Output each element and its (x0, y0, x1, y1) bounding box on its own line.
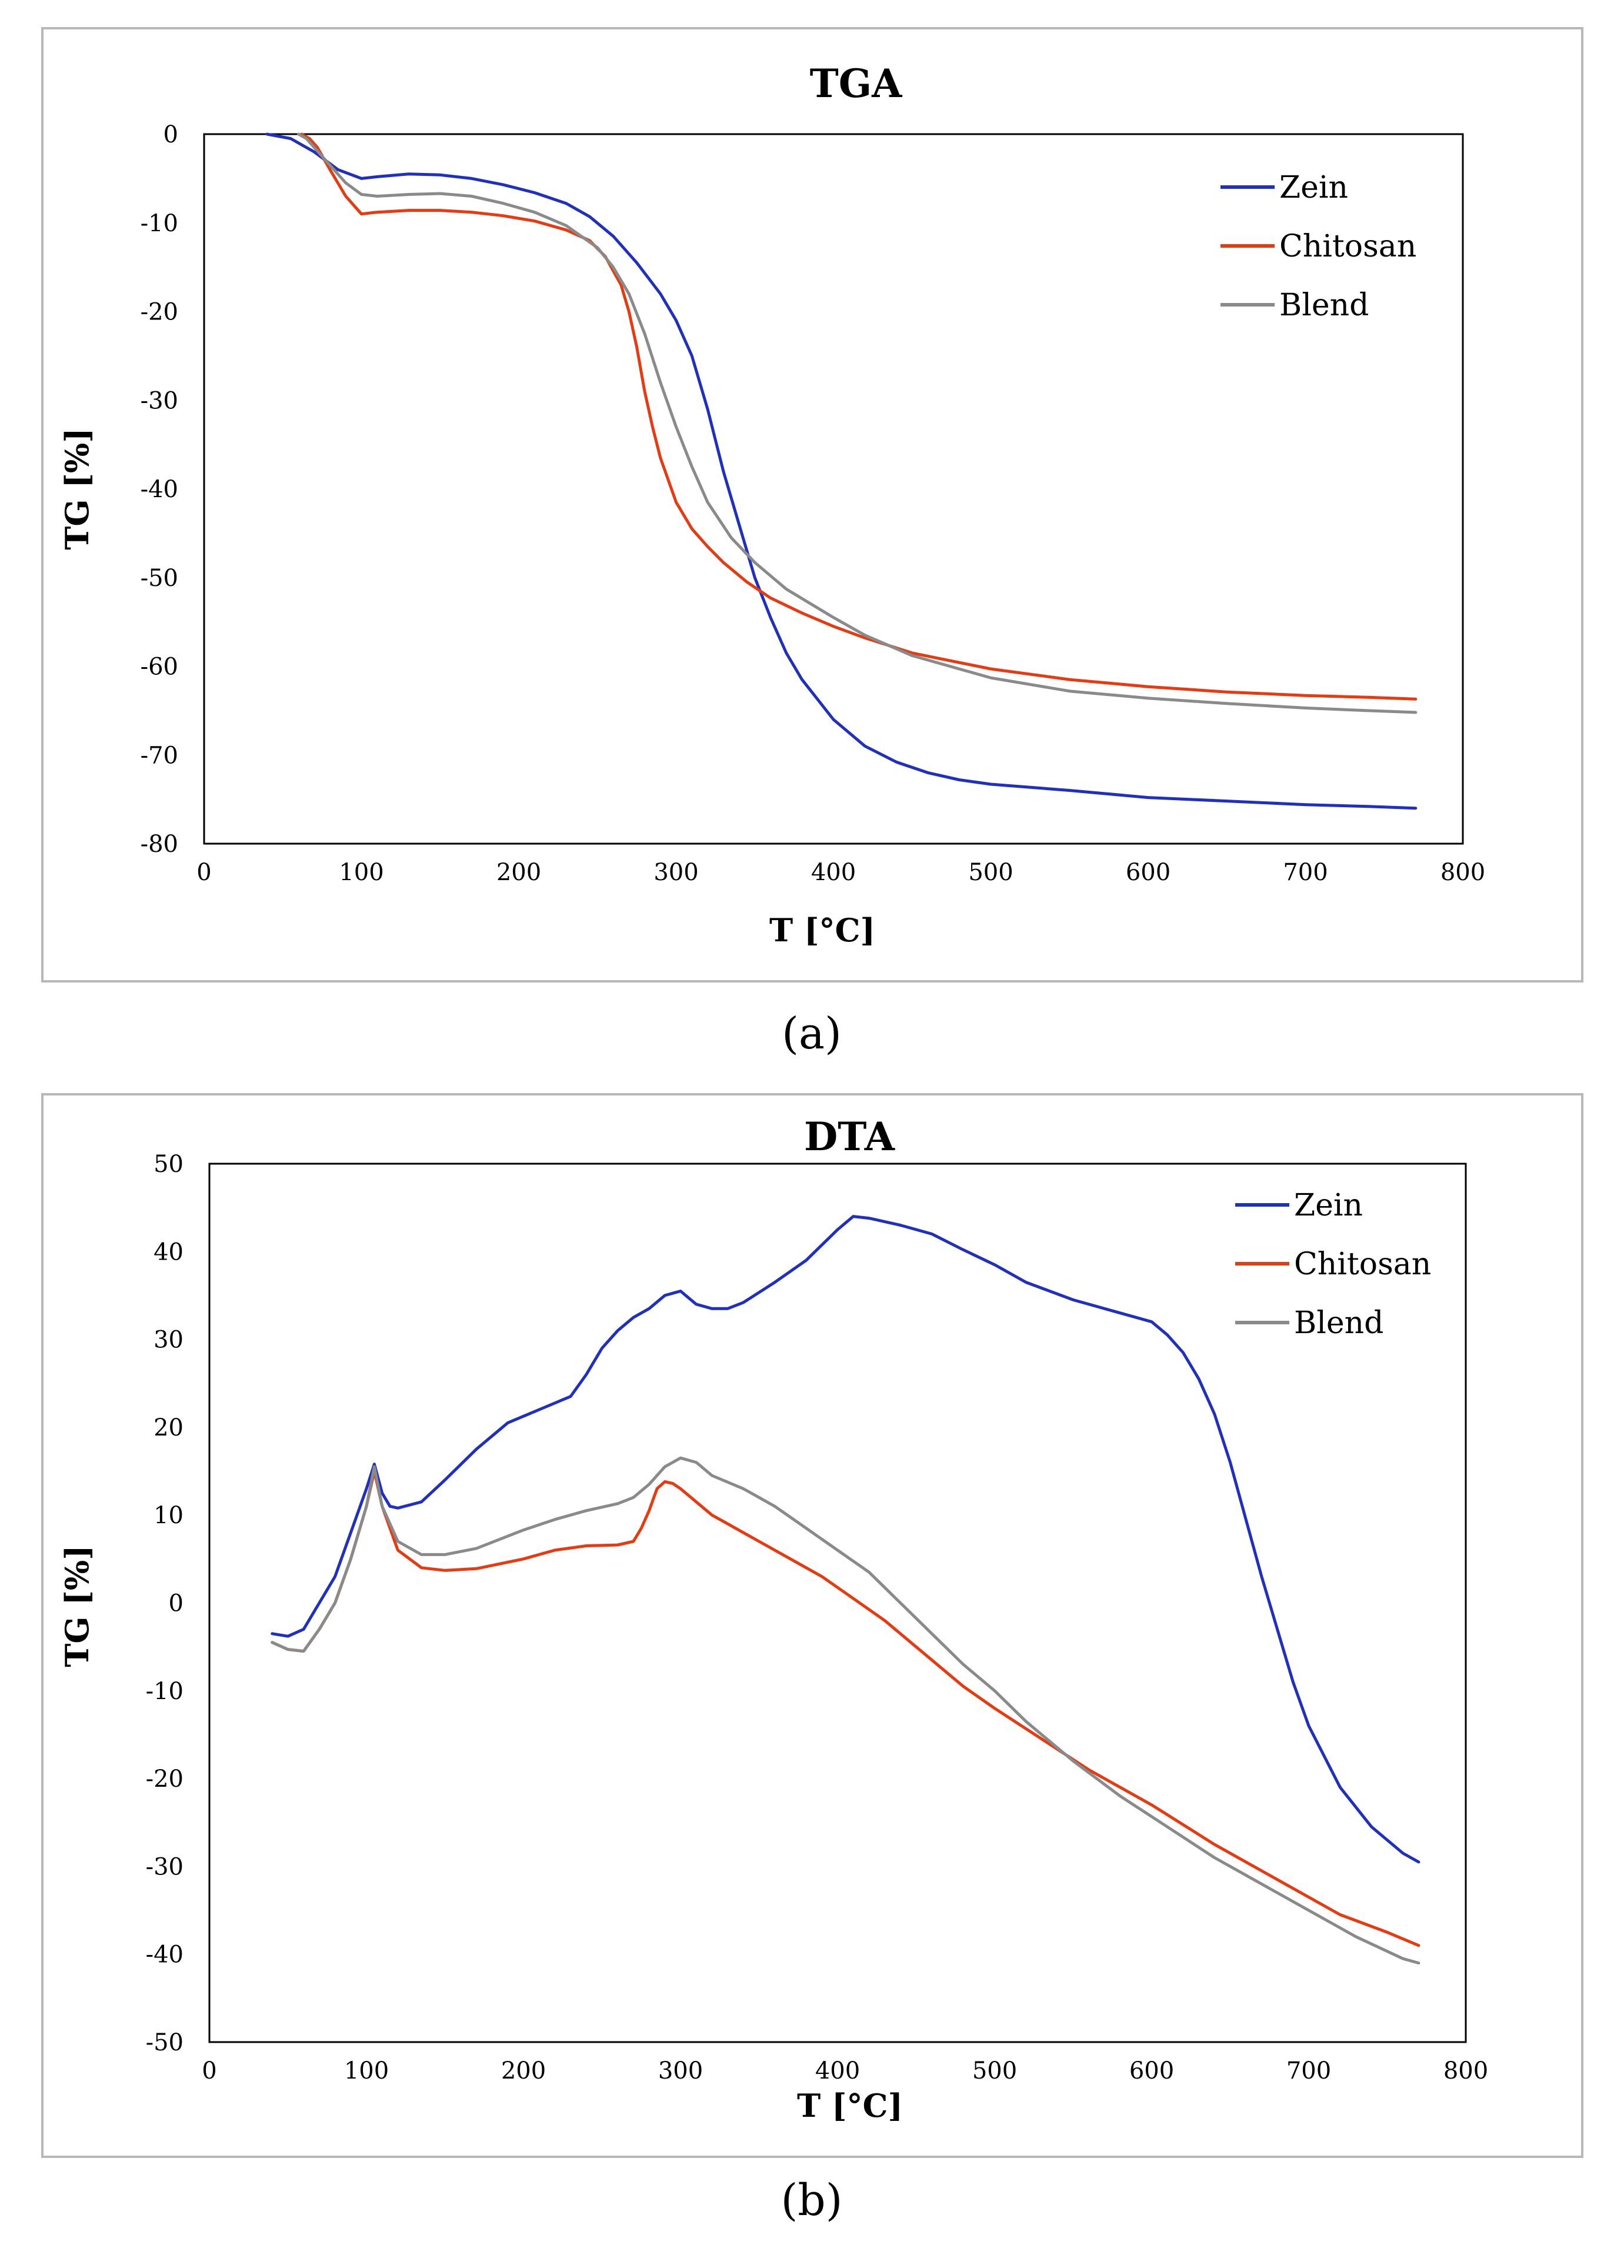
y-tick-label: -10 (141, 210, 178, 237)
y-tick-label: 50 (154, 1151, 184, 1178)
x-tick-label: 400 (815, 2057, 860, 2084)
x-tick-label: 500 (968, 859, 1013, 886)
x-tick-labels: 0 100 200 300 400 500 600 700 800 (196, 859, 1485, 886)
caption-b: (b) (781, 2175, 842, 2226)
x-tick-label: 300 (658, 2057, 703, 2084)
legend: Zein Chitosan Blend (1235, 1188, 1431, 1341)
x-tick-label: 0 (196, 859, 211, 886)
chart-title: TGA (810, 61, 902, 106)
y-tick-label: -30 (141, 387, 178, 414)
legend-label-zein: Zein (1294, 1188, 1363, 1223)
legend-label-blend: Blend (1294, 1305, 1383, 1341)
legend-label-chitosan: Chitosan (1294, 1247, 1431, 1282)
y-tick-label: 10 (154, 1502, 184, 1529)
series-line-blend (297, 132, 1418, 714)
panel-b: DTA 0 100 200 300 400 500 600 700 800 5040302010… (41, 1093, 1583, 2226)
y-tick-labels: 0 -10 -20 -30 -40 -50 -60 -70 -80 (141, 121, 178, 858)
x-axis-title: T [°C] (797, 2087, 903, 2124)
y-tick-label: 30 (154, 1327, 184, 1354)
y-tick-label: -70 (141, 742, 178, 769)
x-axis-title: T [°C] (769, 911, 875, 949)
panel-a-frame (41, 27, 1583, 983)
x-tick-label: 600 (1126, 859, 1171, 886)
y-tick-label: -20 (141, 299, 178, 326)
panel-a: TGA 0 100 200 300 400 500 600 700 800 0 -10 -20 -30… (41, 27, 1583, 1059)
caption-a: (a) (782, 1008, 842, 1059)
series-lines (265, 132, 1418, 810)
plot-area-border (208, 1163, 1467, 2043)
x-tick-label: 0 (202, 2057, 216, 2084)
y-axis-title: TG [%] (58, 428, 96, 550)
x-tick-label: 200 (496, 859, 541, 886)
legend-label-chitosan: Chitosan (1279, 229, 1416, 264)
y-tick-label: 0 (169, 1590, 184, 1617)
y-tick-label: -60 (141, 654, 178, 681)
y-tick-label: 0 (164, 121, 178, 148)
y-tick-label: -50 (141, 565, 178, 592)
series-line-chitosan (300, 132, 1418, 701)
y-tick-label: -10 (146, 1678, 184, 1705)
panel-b-frame (41, 1093, 1583, 2158)
y-tick-label: -30 (146, 1853, 184, 1880)
x-tick-labels: 0 100 200 300 400 500 600 700 800 (202, 2057, 1488, 2084)
x-tick-label: 600 (1129, 2057, 1174, 2084)
x-tick-label: 100 (344, 2057, 389, 2084)
y-tick-label: 20 (154, 1414, 184, 1441)
y-tick-label: -40 (146, 1941, 184, 1969)
x-tick-label: 500 (972, 2057, 1017, 2084)
chart-title: DTA (804, 1114, 895, 1160)
series-line-zein (265, 132, 1418, 810)
series-line-zein (271, 1215, 1420, 1864)
x-tick-label: 100 (339, 859, 384, 886)
x-tick-label: 200 (501, 2057, 546, 2084)
y-tick-label: -40 (141, 476, 178, 503)
x-tick-label: 700 (1283, 859, 1328, 886)
plot-area-border (203, 133, 1464, 845)
legend: Zein Chitosan Blend (1220, 170, 1416, 323)
x-tick-label: 400 (811, 859, 856, 886)
series-line-blend (271, 1456, 1420, 1965)
y-tick-label: -50 (146, 2029, 184, 2056)
x-tick-label: 300 (653, 859, 698, 886)
x-tick-label: 800 (1440, 859, 1485, 886)
x-tick-label: 800 (1443, 2057, 1488, 2084)
y-tick-label: -20 (146, 1766, 184, 1793)
y-tick-label: 40 (154, 1238, 184, 1265)
y-tick-labels: 50 40 30 20 10 0 -10 -20 -30 -40 -50 (146, 1151, 184, 2056)
legend-label-blend: Blend (1279, 288, 1369, 323)
y-axis-title: TG [%] (58, 1545, 96, 1667)
series-lines (271, 1215, 1420, 1965)
x-tick-label: 700 (1286, 2057, 1331, 2084)
y-tick-label: -80 (141, 831, 178, 858)
legend-label-zein: Zein (1279, 170, 1348, 205)
